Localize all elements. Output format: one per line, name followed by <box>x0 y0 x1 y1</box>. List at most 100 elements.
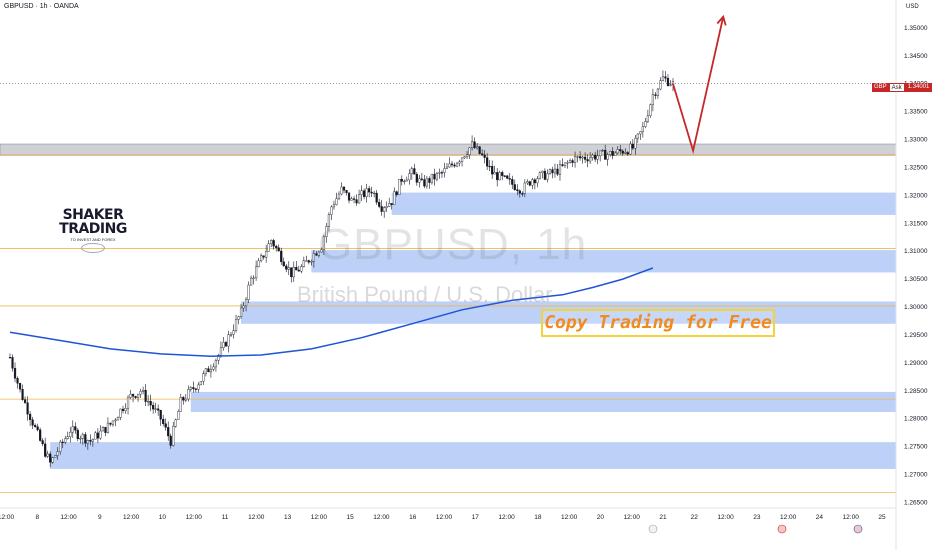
candle <box>573 151 577 168</box>
candle <box>355 194 358 206</box>
time-tick-label: 23 <box>753 514 761 521</box>
candle <box>400 175 403 186</box>
candle-body <box>410 168 413 175</box>
watermark-description: British Pound / U.S. Dollar <box>297 282 553 307</box>
candle-body <box>167 427 170 437</box>
candle <box>458 159 461 167</box>
price-tick-label: 1.27500 <box>904 444 928 451</box>
candle-body <box>604 149 607 160</box>
candle <box>134 395 137 400</box>
price-tick-label: 1.31500 <box>904 220 928 227</box>
candle <box>260 253 263 263</box>
candle-body <box>21 388 24 400</box>
candle <box>383 206 386 218</box>
candle <box>282 257 285 267</box>
candle-body <box>606 154 609 160</box>
time-axis[interactable]: 12:00 8 12:00 9 12:00 10 12:00 11 12:00 13 12:00 15… <box>0 514 886 521</box>
candle-body <box>295 266 298 271</box>
candle-body <box>64 438 67 443</box>
candle-body <box>546 173 549 180</box>
price-tick-label: 1.35000 <box>904 25 928 32</box>
candle <box>450 160 454 168</box>
candle-body <box>418 178 421 183</box>
candle <box>425 176 428 189</box>
time-tick-label: 12:00 <box>0 514 15 521</box>
candle <box>468 147 471 159</box>
candle-body <box>297 269 300 272</box>
candle-body <box>563 162 567 166</box>
candle-body <box>493 172 496 175</box>
candle-body <box>322 236 326 250</box>
price-tick-label: 1.32000 <box>904 192 928 199</box>
candle-body <box>586 159 589 162</box>
candle <box>433 168 436 186</box>
zone-4 <box>190 391 896 412</box>
candle-body <box>428 178 431 183</box>
candle <box>521 191 524 197</box>
candle <box>252 275 255 285</box>
candle <box>553 163 557 178</box>
candle <box>501 170 504 181</box>
zone-2 <box>311 250 896 273</box>
candle-body <box>350 198 353 201</box>
candle-body <box>81 434 84 439</box>
candle <box>636 133 639 143</box>
candle <box>229 332 233 337</box>
candle <box>491 160 494 179</box>
candle <box>551 166 554 179</box>
candle-body <box>224 342 228 347</box>
price-axis[interactable]: 1.350001.345001.340001.335001.330001.325… <box>904 25 928 507</box>
candle-body <box>290 267 293 278</box>
candle <box>481 149 484 157</box>
candle-body <box>516 189 519 191</box>
candle-body <box>616 149 619 154</box>
candle <box>184 394 187 403</box>
candle <box>513 179 516 191</box>
candle-body <box>234 319 238 331</box>
candle-layer <box>8 70 675 468</box>
candle <box>415 172 418 186</box>
candle-body <box>548 169 552 174</box>
symbol-header[interactable]: GBPUSD · 1h · OANDA <box>4 3 79 10</box>
candle-body <box>661 76 665 81</box>
candle-body <box>553 168 557 174</box>
candle <box>327 212 331 232</box>
candle <box>476 143 479 150</box>
candle-body <box>134 396 137 398</box>
candle <box>621 149 624 156</box>
candle <box>325 223 328 243</box>
candle <box>34 423 37 428</box>
candle <box>152 401 155 414</box>
candle <box>322 234 326 255</box>
candle-body <box>214 360 218 368</box>
candle <box>506 174 509 180</box>
candle-body <box>23 399 27 403</box>
candle <box>664 71 667 83</box>
candle-body <box>192 387 195 390</box>
candle <box>629 141 632 156</box>
candle <box>275 244 278 252</box>
candle <box>463 156 466 159</box>
candle <box>395 190 398 197</box>
candle-body <box>136 393 140 398</box>
candle-body <box>126 397 130 409</box>
candle-body <box>576 156 579 158</box>
candle <box>179 393 182 412</box>
candle-body <box>453 164 456 167</box>
candle-body <box>526 181 529 184</box>
candle-body <box>584 156 587 160</box>
candle <box>94 431 97 440</box>
candle-body <box>345 190 348 194</box>
candle-body <box>69 431 72 437</box>
candle-body <box>543 170 547 180</box>
candle-body <box>521 193 524 195</box>
candle <box>96 428 99 443</box>
candle-body <box>531 179 534 186</box>
candle-body <box>619 149 622 152</box>
candle <box>157 404 160 416</box>
candle-body <box>639 131 642 135</box>
candle <box>265 244 268 263</box>
candle <box>207 365 210 373</box>
candle-body <box>383 207 386 212</box>
